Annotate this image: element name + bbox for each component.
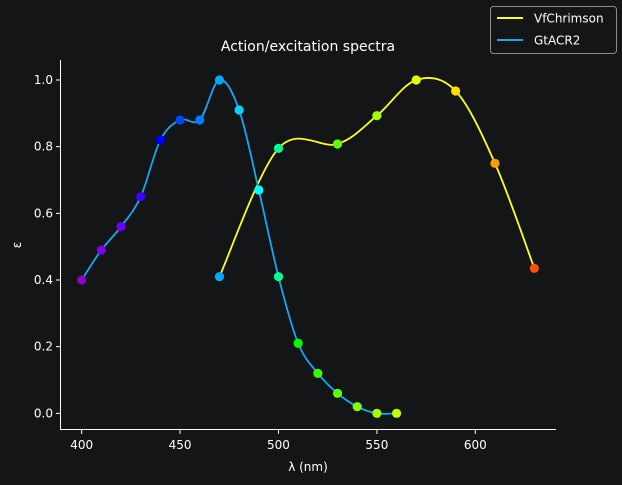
- data-point-gtacr2: [391, 408, 402, 418]
- legend-label-vfchrimson: VfChrimson: [534, 12, 604, 26]
- data-point-gtacr2: [352, 402, 362, 412]
- y-axis-label: ε: [10, 242, 24, 249]
- data-point-gtacr2: [175, 115, 185, 125]
- data-points: [77, 75, 539, 418]
- legend: VfChrimson GtACR2: [490, 6, 617, 54]
- data-point-gtacr2: [254, 185, 264, 195]
- series-line-vfchrimson: [218, 77, 536, 278]
- y-tick-label: 0.4: [34, 273, 53, 287]
- series-line-gtacr2: [80, 79, 397, 415]
- data-point-gtacr2: [77, 275, 87, 285]
- legend-label-gtacr2: GtACR2: [534, 34, 580, 48]
- data-point-vfchrimson: [411, 75, 421, 85]
- data-point-gtacr2: [195, 115, 205, 125]
- y-tick-label: 0.8: [34, 140, 53, 154]
- y-tick-label: 0.2: [34, 340, 53, 354]
- x-tick-label: 450: [169, 438, 192, 452]
- data-point-gtacr2: [234, 105, 244, 115]
- x-tick-label: 600: [464, 438, 487, 452]
- data-point-gtacr2: [273, 272, 284, 282]
- data-point-vfchrimson: [529, 263, 539, 273]
- x-axis-label: λ (nm): [288, 460, 328, 474]
- x-tick-label: 400: [70, 438, 93, 452]
- data-point-vfchrimson: [490, 158, 500, 168]
- data-point-gtacr2: [155, 135, 165, 145]
- series-curves: [80, 77, 536, 415]
- data-point-vfchrimson: [451, 86, 461, 96]
- y-tick-label: 1.0: [34, 73, 53, 87]
- y-ticks: 0.0 0.2 0.4 0.6 0.8 1.0: [34, 73, 60, 420]
- data-point-gtacr2: [116, 222, 126, 232]
- chart-title: Action/excitation spectra: [221, 39, 395, 55]
- data-point-gtacr2: [136, 192, 146, 202]
- data-point-gtacr2: [214, 75, 225, 85]
- data-point-vfchrimson: [332, 139, 343, 149]
- data-point-vfchrimson: [273, 143, 284, 153]
- x-tick-label: 550: [365, 438, 388, 452]
- data-point-gtacr2: [372, 408, 382, 418]
- data-point-vfchrimson: [214, 272, 225, 282]
- y-tick-label: 0.6: [34, 206, 53, 220]
- y-tick-label: 0.0: [34, 406, 53, 420]
- data-point-gtacr2: [313, 368, 323, 378]
- x-tick-label: 500: [267, 438, 290, 452]
- data-point-gtacr2: [332, 388, 343, 398]
- data-point-vfchrimson: [372, 111, 382, 121]
- x-ticks: 400 450 500 550 600: [70, 430, 487, 452]
- data-point-gtacr2: [293, 338, 303, 348]
- data-point-gtacr2: [96, 245, 106, 255]
